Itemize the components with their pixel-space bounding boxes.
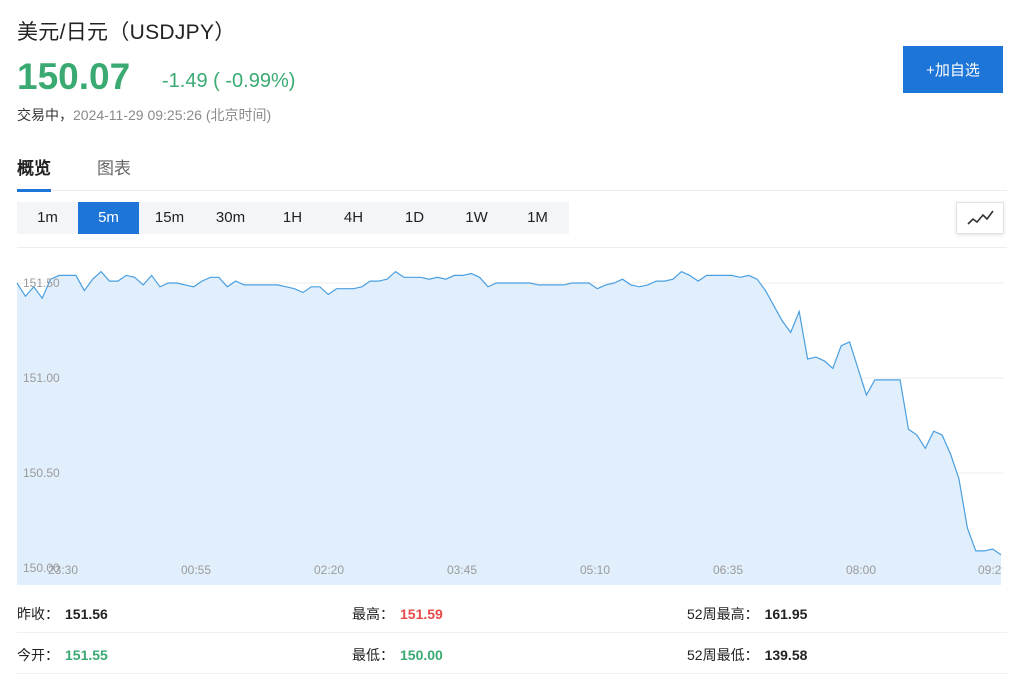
price-chart[interactable]: 151.50 151.00 150.50 150.00 23:30 00:55 02:20… (0, 250, 1024, 590)
stat-prev-close: 昨收： 151.56 (17, 604, 108, 624)
period-30m[interactable]: 30m (215, 209, 246, 226)
period-1w[interactable]: 1W (465, 209, 488, 226)
stat-value: 139.58 (764, 647, 808, 663)
price-line (16, 270, 1002, 556)
x-tick-label: 05:10 (580, 563, 610, 577)
stat-label: 52周最高： (687, 606, 759, 622)
x-axis-ticks: 23:30 00:55 02:20 03:45 05:10 06:35 08:00 09:2 (48, 563, 1002, 577)
x-tick-label: 03:45 (447, 563, 477, 577)
y-tick-label: 151.00 (23, 371, 60, 385)
y-tick-label: 150.50 (23, 466, 60, 480)
period-4h[interactable]: 4H (343, 209, 364, 226)
y-tick-label: 150.00 (23, 561, 60, 575)
tab-chart[interactable]: 图表 (97, 159, 131, 178)
stat-label: 最高： (352, 606, 394, 622)
y-axis-ticks: 151.50 151.00 150.50 150.00 (23, 276, 60, 575)
stats-panel: 昨收： 151.56 最高： 151.59 52周最高： 161.95 今开： 151.… (0, 590, 1024, 685)
period-1d[interactable]: 1D (404, 209, 425, 226)
x-tick-label: 06:35 (713, 563, 743, 577)
stat-open: 今开： 151.55 (17, 645, 108, 665)
price-area (17, 271, 1001, 585)
stat-high: 最高： 151.59 (352, 604, 443, 624)
stat-label: 52周最低： (687, 647, 759, 663)
y-tick-label: 151.50 (23, 276, 60, 290)
period-1mo[interactable]: 1M (527, 209, 548, 226)
add-to-watchlist-button[interactable]: +加自选 (903, 46, 1003, 93)
stat-value: 161.95 (764, 606, 808, 622)
x-tick-label: 08:00 (846, 563, 876, 577)
page-title: 美元/日元（USDJPY） (17, 21, 236, 44)
x-tick-label: 00:55 (181, 563, 211, 577)
stat-52w-low: 52周最低： 139.58 (687, 645, 807, 665)
stat-low: 最低： 150.00 (352, 645, 443, 665)
chart-type-button[interactable] (956, 202, 1004, 234)
x-tick-label: 02:20 (314, 563, 344, 577)
chart-divider (17, 247, 1007, 248)
period-1h[interactable]: 1H (282, 209, 303, 226)
stat-label: 昨收： (17, 606, 59, 622)
stat-52w-high: 52周最高： 161.95 (687, 604, 807, 624)
status-label: 交易中， (17, 107, 73, 123)
stats-row-divider (17, 632, 1007, 633)
current-price: 150.07 (17, 56, 131, 97)
period-selector: 1m 5m 15m 30m 1H 4H 1D 1W 1M (17, 202, 569, 234)
period-5m[interactable]: 5m (78, 202, 139, 234)
timestamp: 2024-11-29 09:25:26 (北京时间) (73, 107, 272, 123)
stat-label: 今开： (17, 647, 59, 663)
stat-value: 151.56 (65, 606, 108, 622)
tab-overview[interactable]: 概览 (17, 154, 51, 192)
stat-value: 150.00 (400, 647, 443, 663)
price-change: -1.49 ( -0.99%) (162, 70, 296, 92)
trading-status: 交易中，2024-11-29 09:25:26 (北京时间) (17, 105, 271, 125)
stat-value: 151.59 (400, 606, 443, 622)
period-1m[interactable]: 1m (37, 209, 58, 226)
stats-row-divider (17, 673, 1007, 674)
tab-bar: 概览 图表 (17, 150, 1007, 192)
x-tick-label: 23:30 (48, 563, 78, 577)
period-15m[interactable]: 15m (154, 209, 185, 226)
line-chart-icon (967, 210, 994, 225)
stat-value: 151.55 (65, 647, 108, 663)
stat-label: 最低： (352, 647, 394, 663)
x-tick-label: 09:2 (978, 563, 1002, 577)
